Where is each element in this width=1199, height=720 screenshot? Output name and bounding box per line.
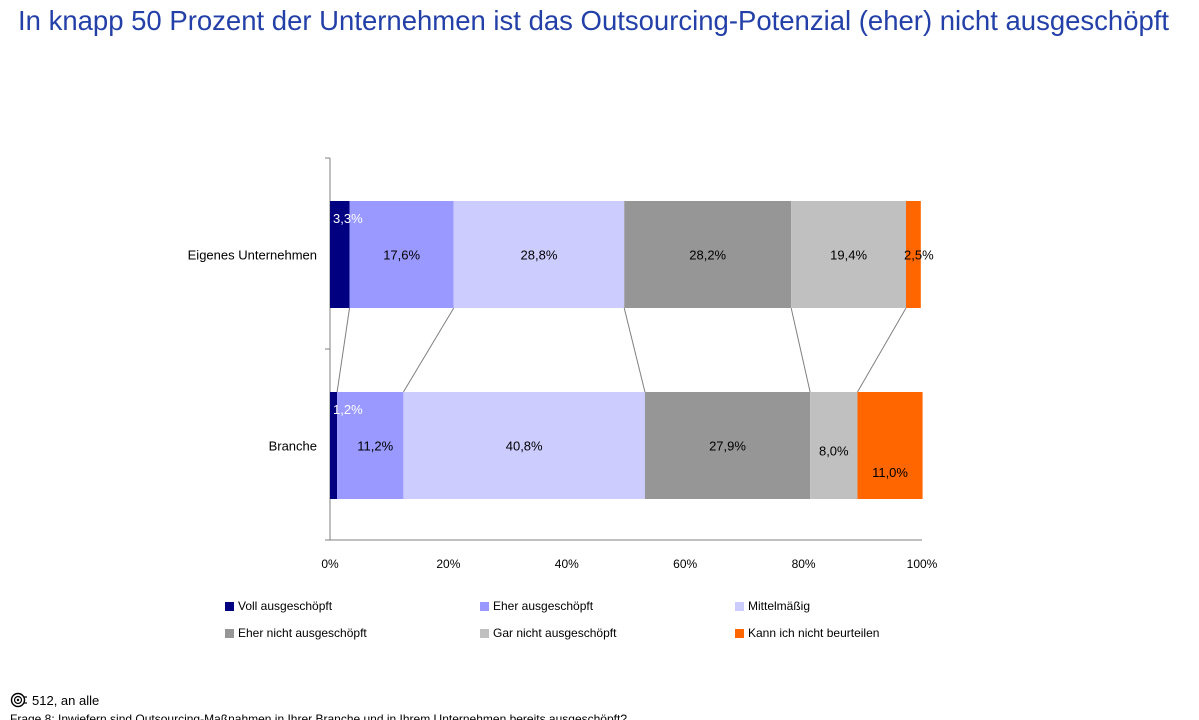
- bar-segment: [791, 201, 907, 308]
- legend-label: Mittelmäßig: [748, 599, 811, 613]
- legend-label: Eher ausgeschöpft: [493, 599, 594, 613]
- legend-swatch: [225, 601, 234, 611]
- series-line: [857, 307, 907, 393]
- bar-segment: [906, 201, 921, 308]
- series-line: [790, 307, 811, 393]
- data-label: 27,9%: [709, 439, 746, 454]
- bar-segment: [330, 392, 338, 499]
- bar-segment: [403, 392, 645, 499]
- x-tick-label: 80%: [792, 557, 816, 571]
- base-note-text: 512, an alle: [32, 692, 100, 708]
- data-label: 2,5%: [904, 248, 934, 263]
- base-count-icon: [10, 692, 27, 708]
- stacked-bar-chart: 3,3% 1,2% 17,6% 11,2% 28,8% 40,8% 28,2% 27,9% 19…: [188, 157, 938, 571]
- legend-entry: Kann ich nicht beurteilen: [735, 624, 985, 642]
- data-label: 28,2%: [689, 248, 726, 263]
- category-label-group: Eigenes Unternehmen Branche: [188, 248, 317, 454]
- legend: Voll ausgeschöpft Eher ausgeschöpft Mittel…: [225, 597, 985, 642]
- legend-entry: Gar nicht ausgeschöpft: [480, 624, 735, 642]
- data-label: 1,2%: [333, 402, 363, 417]
- data-label: 17,6%: [383, 248, 420, 263]
- tick-label-group: 0% 20% 40% 60% 80% 100%: [321, 557, 937, 571]
- data-label: 40,8%: [506, 439, 543, 454]
- legend-label: Voll ausgeschöpft: [238, 599, 333, 613]
- legend-swatch: [735, 601, 744, 611]
- bar-segment: [857, 392, 923, 499]
- legend-entry: Eher ausgeschöpft: [480, 597, 735, 615]
- data-label: 11,0%: [872, 465, 908, 480]
- series-lines: [336, 307, 907, 393]
- data-label: 8,0%: [819, 444, 849, 459]
- series-line: [336, 307, 351, 393]
- bar-group: [330, 201, 923, 499]
- legend-entry: Voll ausgeschöpft: [225, 597, 480, 615]
- x-tick-label: 0%: [321, 557, 339, 571]
- series-line: [623, 307, 646, 393]
- bar-segment: [624, 201, 792, 308]
- x-tick-label: 100%: [907, 557, 938, 571]
- bar-segment: [810, 392, 858, 499]
- category-label: Eigenes Unternehmen: [188, 248, 317, 263]
- legend-swatch: [480, 628, 489, 638]
- series-line: [402, 307, 455, 393]
- base-note: 512, an alle: [10, 692, 99, 708]
- legend-swatch: [225, 628, 234, 638]
- legend-entry: Eher nicht ausgeschöpft: [225, 624, 480, 642]
- data-label: 19,4%: [830, 248, 867, 263]
- value-label-group: 3,3% 1,2% 17,6% 11,2% 28,8% 40,8% 28,2% 27,9% 19…: [333, 211, 934, 480]
- x-tick-label: 60%: [673, 557, 697, 571]
- legend-swatch: [735, 628, 744, 638]
- legend-entry: Mittelmäßig: [735, 597, 985, 615]
- bar-segment: [349, 201, 454, 308]
- page-title: In knapp 50 Prozent der Unternehmen ist …: [18, 5, 1170, 36]
- bar-segment: [453, 201, 625, 308]
- category-label: Branche: [269, 439, 317, 454]
- data-label: 28,8%: [521, 248, 558, 263]
- bar-segment: [337, 392, 404, 499]
- bar-segment: [330, 201, 350, 308]
- legend-label: Gar nicht ausgeschöpft: [493, 626, 617, 640]
- bar-segment: [644, 392, 811, 499]
- x-tick-label: 20%: [436, 557, 460, 571]
- question-footnote: Frage 8: Inwiefern sind Outsourcing-Maßn…: [10, 712, 627, 720]
- legend-label: Eher nicht ausgeschöpft: [238, 626, 367, 640]
- legend-swatch: [480, 601, 489, 611]
- data-label: 11,2%: [357, 439, 393, 454]
- legend-label: Kann ich nicht beurteilen: [748, 626, 880, 640]
- data-label: 3,3%: [333, 211, 363, 226]
- x-tick-label: 40%: [555, 557, 579, 571]
